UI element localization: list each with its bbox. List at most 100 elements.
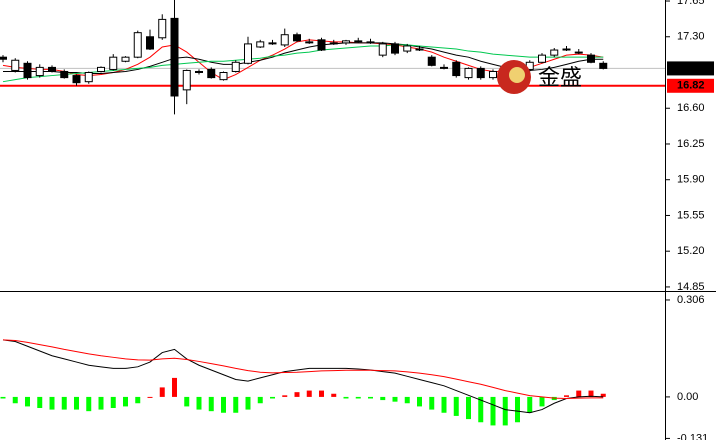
candle-body bbox=[464, 67, 473, 79]
histogram-bar bbox=[380, 396, 386, 401]
histogram-bar bbox=[208, 396, 214, 412]
histogram-bar bbox=[527, 396, 533, 413]
candle-body bbox=[109, 56, 118, 70]
histogram-bar bbox=[135, 396, 141, 404]
candle-body bbox=[366, 41, 375, 44]
candle-body bbox=[207, 68, 216, 79]
histogram-bar bbox=[453, 396, 459, 416]
histogram-bar bbox=[539, 396, 545, 407]
histogram-bar bbox=[319, 390, 324, 397]
logo bbox=[497, 60, 531, 94]
histogram-bar bbox=[294, 392, 300, 397]
candle-body bbox=[342, 40, 350, 44]
histogram-bar bbox=[466, 396, 471, 420]
indicator-line bbox=[2, 339, 604, 414]
candle-body bbox=[35, 66, 44, 77]
candle-body bbox=[440, 66, 448, 69]
candle-body bbox=[23, 62, 32, 79]
watermark: 金盛 bbox=[538, 65, 582, 90]
candle-body bbox=[97, 66, 105, 72]
indicator-line bbox=[2, 339, 604, 399]
candle-body bbox=[170, 17, 179, 97]
y-tick-label: 17.65 bbox=[677, 0, 705, 7]
candle-body bbox=[452, 61, 461, 77]
histogram-bar bbox=[123, 396, 128, 407]
histogram-bar bbox=[588, 390, 594, 397]
histogram-bar bbox=[392, 396, 398, 402]
level-box bbox=[667, 78, 714, 93]
histogram-bar bbox=[564, 395, 569, 397]
candle-body bbox=[427, 56, 436, 66]
histogram-bar bbox=[355, 396, 361, 399]
y-tick-label: 14.85 bbox=[677, 281, 705, 293]
candle-body bbox=[158, 18, 167, 39]
level-label: 16.82 bbox=[677, 80, 705, 92]
candle-body bbox=[280, 34, 289, 46]
candle-body bbox=[72, 75, 81, 84]
candle-body bbox=[317, 39, 326, 51]
histogram-bar bbox=[490, 396, 496, 426]
histogram-bar bbox=[196, 396, 202, 410]
histogram-bar bbox=[0, 396, 6, 399]
candle-body bbox=[268, 42, 277, 45]
histogram-bar bbox=[343, 396, 349, 399]
histogram-bar bbox=[257, 396, 263, 404]
histogram-bar bbox=[147, 396, 153, 398]
y-tick-label: 15.55 bbox=[677, 209, 705, 221]
y-tick-label: 0.306 bbox=[677, 294, 705, 306]
candle-body bbox=[550, 49, 559, 56]
candle-body bbox=[11, 59, 20, 71]
logo-inner bbox=[509, 67, 525, 83]
histogram-bar bbox=[184, 396, 190, 407]
current-price-box bbox=[667, 61, 714, 76]
candle-body bbox=[599, 62, 608, 69]
candle-body bbox=[244, 43, 252, 64]
histogram-bar bbox=[515, 396, 520, 423]
histogram-bar bbox=[221, 396, 226, 413]
candle-body bbox=[305, 41, 314, 44]
candle-body bbox=[256, 41, 265, 48]
histogram-bar bbox=[25, 396, 30, 407]
candle-body bbox=[231, 61, 240, 72]
histogram-bar bbox=[282, 395, 288, 397]
candle-body bbox=[60, 70, 69, 79]
candle-body bbox=[121, 56, 130, 62]
histogram-bar bbox=[417, 396, 422, 407]
candle-body bbox=[391, 43, 399, 54]
histogram-bar bbox=[502, 396, 508, 426]
histogram-bar bbox=[49, 396, 55, 410]
candle-body bbox=[133, 32, 142, 58]
candle-body bbox=[0, 56, 7, 60]
histogram-bar bbox=[98, 396, 104, 410]
candle-body bbox=[293, 34, 301, 42]
candle-body bbox=[195, 70, 203, 74]
candle-body bbox=[354, 40, 363, 43]
histogram-bar bbox=[172, 377, 177, 397]
candle-body bbox=[403, 45, 412, 52]
candle-body bbox=[378, 43, 387, 56]
histogram-bar bbox=[110, 396, 116, 409]
candle-body bbox=[562, 48, 571, 51]
y-tick-label: -0.131 bbox=[677, 432, 708, 440]
candle-body bbox=[476, 67, 485, 79]
histogram-bar bbox=[233, 396, 239, 413]
candle-body bbox=[574, 51, 583, 54]
candle-body bbox=[48, 66, 56, 72]
candle-body bbox=[489, 70, 497, 79]
y-tick-label: 17.30 bbox=[677, 31, 705, 43]
histogram-bar bbox=[600, 393, 606, 397]
histogram-bar bbox=[61, 396, 67, 410]
y-tick-label: 15.20 bbox=[677, 245, 705, 257]
y-tick-label: 16.25 bbox=[677, 138, 705, 150]
candle-body bbox=[415, 48, 424, 51]
histogram-bar bbox=[37, 396, 43, 409]
candle-body bbox=[329, 42, 338, 45]
candle-body bbox=[587, 54, 595, 63]
histogram-bar bbox=[441, 396, 447, 413]
histogram-bar bbox=[331, 393, 337, 397]
histogram-bar bbox=[270, 396, 275, 399]
candle-body bbox=[538, 54, 546, 63]
candle-body bbox=[84, 72, 93, 83]
histogram-bar bbox=[306, 390, 312, 397]
